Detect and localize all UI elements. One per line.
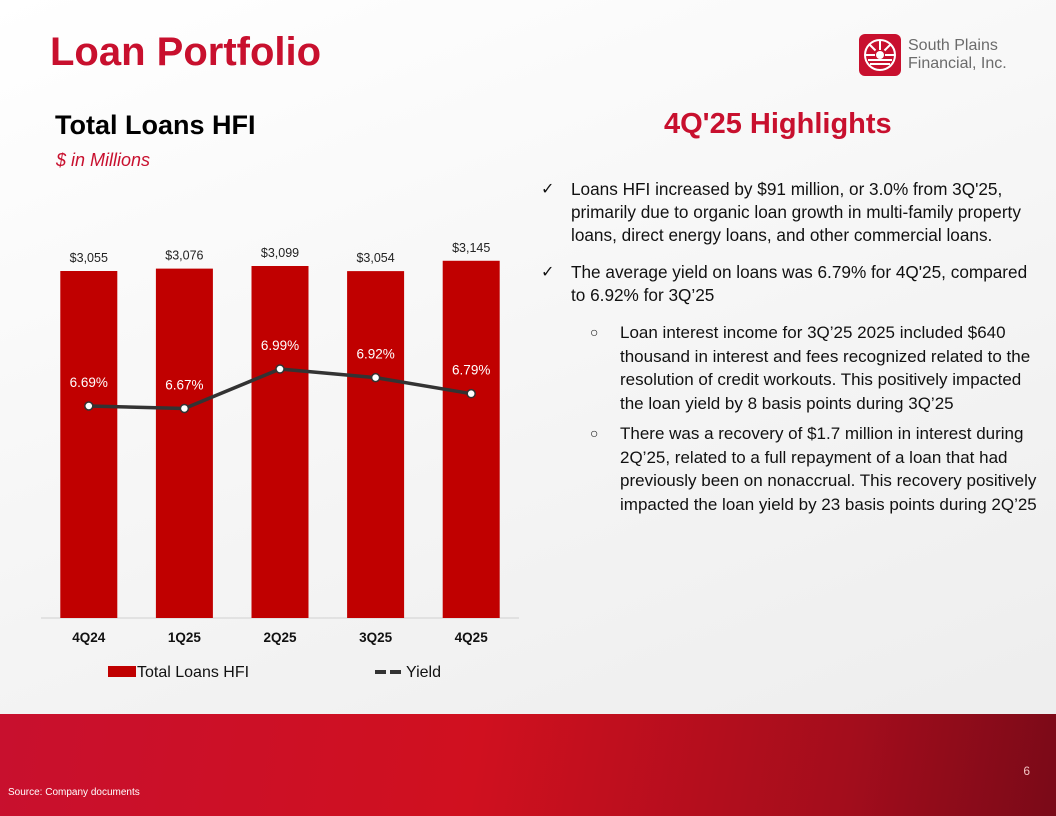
yield-value-label: 6.99% <box>261 338 299 353</box>
page-title: Loan Portfolio <box>50 30 322 74</box>
bar-value-label: $3,076 <box>165 249 203 263</box>
checkmark-icon: ✓ <box>541 181 555 198</box>
yield-value-label: 6.67% <box>165 377 203 392</box>
company-logo: South Plains Financial, Inc. <box>859 34 1028 76</box>
highlight-sub-bullet-text: There was a recovery of $1.7 million in … <box>620 424 1037 514</box>
x-tick-label: 3Q25 <box>359 630 393 645</box>
chart-subtitle: $ in Millions <box>56 150 151 170</box>
circle-bullet-icon: ○ <box>590 324 599 340</box>
chart-title: Total Loans HFI <box>55 110 256 140</box>
bar-value-label: $3,055 <box>70 251 108 265</box>
legend-label-total-loans: Total Loans HFI <box>137 664 249 681</box>
highlight-sub-bullet: ○ Loan interest income for 3Q’25 2025 in… <box>540 321 1045 415</box>
yield-point <box>466 388 476 399</box>
highlight-bullet-text: The average yield on loans was 6.79% for… <box>571 262 1028 305</box>
sun-rays-logo-icon <box>859 34 901 76</box>
bar-total-loans <box>251 266 309 618</box>
x-tick-label: 4Q25 <box>455 630 489 645</box>
highlight-sub-bullet: ○ There was a recovery of $1.7 million i… <box>540 422 1045 516</box>
yield-point <box>179 403 190 414</box>
legend-swatch-total-loans <box>108 666 136 677</box>
circle-bullet-icon: ○ <box>590 425 599 441</box>
checkmark-icon: ✓ <box>541 264 555 281</box>
x-tick-label: 2Q25 <box>263 630 297 645</box>
logo-text-line2: Financial, Inc. <box>908 55 1007 72</box>
bar-total-loans <box>347 271 405 618</box>
highlights-list: ✓ Loans HFI increased by $91 million, or… <box>540 178 1045 523</box>
bar-total-loans <box>155 268 213 618</box>
bar-total-loans <box>442 260 500 618</box>
bar-value-label: $3,145 <box>452 241 490 255</box>
yield-value-label: 6.69% <box>70 375 108 390</box>
yield-point <box>370 372 381 383</box>
yield-point <box>84 401 94 411</box>
yield-point <box>275 364 285 374</box>
bar-total-loans <box>60 271 118 618</box>
highlight-bullet: ✓ The average yield on loans was 6.79% f… <box>540 261 1045 307</box>
highlight-bullet-text: Loans HFI increased by $91 million, or 3… <box>571 179 1021 245</box>
footer-band <box>0 714 1056 816</box>
loans-chart: $3,055 4Q24 $3,076 1Q25 $3,099 2Q25 $3,054 3Q25… <box>41 241 519 681</box>
page-number: 6 <box>1023 764 1030 778</box>
x-tick-label: 4Q24 <box>72 630 106 645</box>
yield-value-label: 6.92% <box>356 347 394 362</box>
legend-label-yield: Yield <box>406 664 441 681</box>
bar-value-label: $3,054 <box>356 251 394 265</box>
highlight-bullet: ✓ Loans HFI increased by $91 million, or… <box>540 178 1045 247</box>
highlights-title: 4Q'25 Highlights <box>664 108 892 140</box>
logo-text-line1: South Plains <box>908 37 998 54</box>
source-note: Source: Company documents <box>8 787 140 798</box>
x-tick-label: 1Q25 <box>168 630 202 645</box>
bar-value-label: $3,099 <box>261 246 299 260</box>
highlight-sub-bullet-text: Loan interest income for 3Q’25 2025 incl… <box>620 323 1031 413</box>
yield-value-label: 6.79% <box>452 363 490 378</box>
